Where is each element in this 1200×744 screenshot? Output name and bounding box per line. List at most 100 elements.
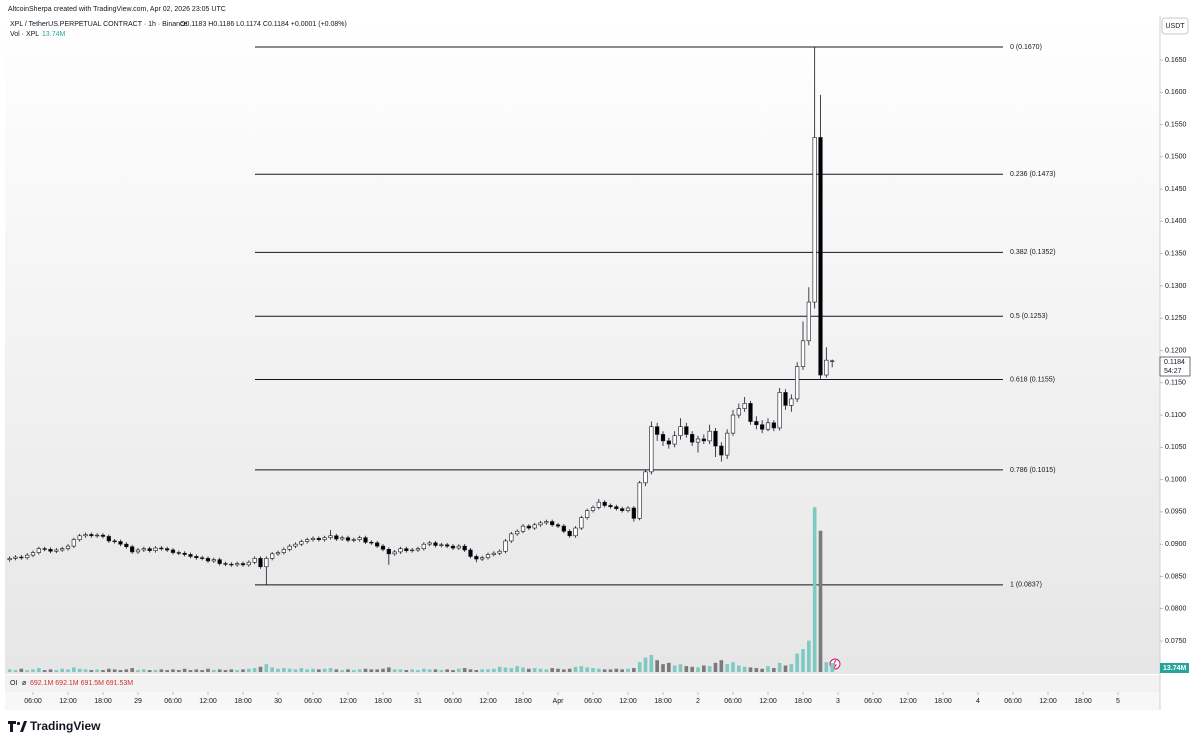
candle-body: [450, 545, 456, 549]
volume-bar: [153, 670, 158, 672]
volume-bar: [497, 666, 502, 672]
candle-body: [590, 507, 596, 511]
oi-label: OI: [10, 680, 17, 687]
candle-body: [89, 534, 94, 537]
x-tick-label: 31: [414, 698, 422, 705]
x-tick-label: 18:00: [1074, 698, 1092, 705]
volume-bar: [480, 669, 484, 672]
volume-bar: [13, 670, 18, 672]
candle-body: [130, 546, 135, 553]
volume-bar: [42, 670, 47, 672]
candle-body: [182, 552, 187, 555]
candle-body: [322, 537, 327, 540]
candle-body: [713, 430, 718, 447]
candle-body: [345, 537, 351, 541]
candle-body: [666, 440, 671, 445]
currency-box[interactable]: [1161, 17, 1189, 35]
candle-body: [561, 525, 566, 532]
volume-bar: [282, 668, 286, 672]
volume-bar: [807, 640, 811, 672]
volume-bar: [241, 669, 245, 672]
candle-body: [287, 545, 292, 550]
volume-bar: [457, 668, 461, 672]
volume-bar: [451, 670, 455, 672]
candle-body: [141, 548, 146, 551]
candle-body: [550, 521, 555, 526]
x-tick-label: 06:00: [444, 698, 462, 705]
volume-bar: [684, 666, 689, 672]
candle-body: [748, 403, 753, 422]
candle-body: [795, 366, 800, 400]
candle-body: [54, 549, 59, 552]
oi-symbol: ø: [22, 680, 27, 687]
volume-bar: [567, 668, 572, 672]
candle-body: [695, 438, 701, 443]
x-tick-label: 18:00: [94, 698, 112, 705]
y-tick-label: 0.1100: [1165, 412, 1186, 419]
volume-bar: [532, 668, 537, 672]
volume-bar: [112, 669, 117, 672]
volume-bar: [824, 662, 829, 672]
volume-tag-value: 13.74M: [1163, 665, 1187, 672]
y-tick-label: 0.1650: [1165, 57, 1187, 64]
volume-bar: [783, 665, 788, 672]
y-tick-label: 0.0800: [1165, 606, 1187, 613]
volume-bar: [223, 670, 228, 672]
brand-logo: [8, 721, 27, 732]
candle-body: [299, 541, 304, 545]
candle-body: [765, 422, 771, 430]
volume-bar: [101, 670, 105, 672]
logo-mark: [8, 721, 16, 732]
candle-body: [252, 558, 257, 563]
volume-bar: [37, 668, 41, 672]
volume-bar: [118, 670, 123, 672]
y-tick-label: 0.0950: [1165, 509, 1187, 516]
x-tick-label: 12:00: [479, 698, 497, 705]
candle-body: [625, 507, 631, 511]
volume-bar: [252, 668, 257, 672]
x-tick-label: 18:00: [934, 698, 952, 705]
x-tick-label: 30: [274, 698, 282, 705]
volume-bar: [742, 666, 747, 672]
candle-body: [655, 426, 660, 435]
volume-bar: [48, 669, 53, 672]
candle-body: [223, 563, 228, 565]
candle-body: [538, 522, 543, 526]
last-price-tag: [1159, 356, 1191, 377]
candle-body: [806, 301, 811, 342]
candle-body: [637, 482, 642, 519]
volume-bar: [795, 653, 799, 672]
volume-bar: [818, 530, 823, 672]
volume-bar: [637, 662, 642, 672]
candle-body: [474, 556, 479, 560]
fib-label: 0 (0.1670): [1010, 44, 1042, 51]
volume-bar: [410, 669, 414, 672]
x-tick-label: 18:00: [374, 698, 392, 705]
volume-bar: [317, 669, 321, 672]
y-tick-label: 0.1400: [1165, 218, 1187, 225]
candle-body: [153, 547, 158, 551]
y-tick-label: 0.1600: [1165, 89, 1187, 96]
oi-pane: [5, 675, 1160, 692]
volume-bar: [702, 665, 706, 672]
candle-body: [71, 539, 76, 547]
volume-bar: [7, 669, 12, 672]
candle-body: [427, 542, 432, 545]
candle-body: [620, 508, 625, 511]
candle-body: [211, 559, 216, 562]
candle-body: [246, 561, 251, 566]
candle-body: [462, 545, 467, 551]
fib-label: 0.236 (0.1473): [1010, 171, 1056, 178]
volume-bar: [585, 667, 589, 672]
volume-bar: [614, 668, 619, 672]
x-tick-label: 12:00: [199, 698, 217, 705]
volume-bar: [573, 666, 578, 672]
candle-body: [188, 554, 193, 557]
candle-body: [643, 471, 648, 484]
volume-bar: [678, 664, 683, 672]
volume-bar: [416, 670, 420, 672]
volume-bar: [748, 667, 753, 672]
volume-bar: [462, 668, 467, 672]
candle-body: [13, 556, 18, 559]
